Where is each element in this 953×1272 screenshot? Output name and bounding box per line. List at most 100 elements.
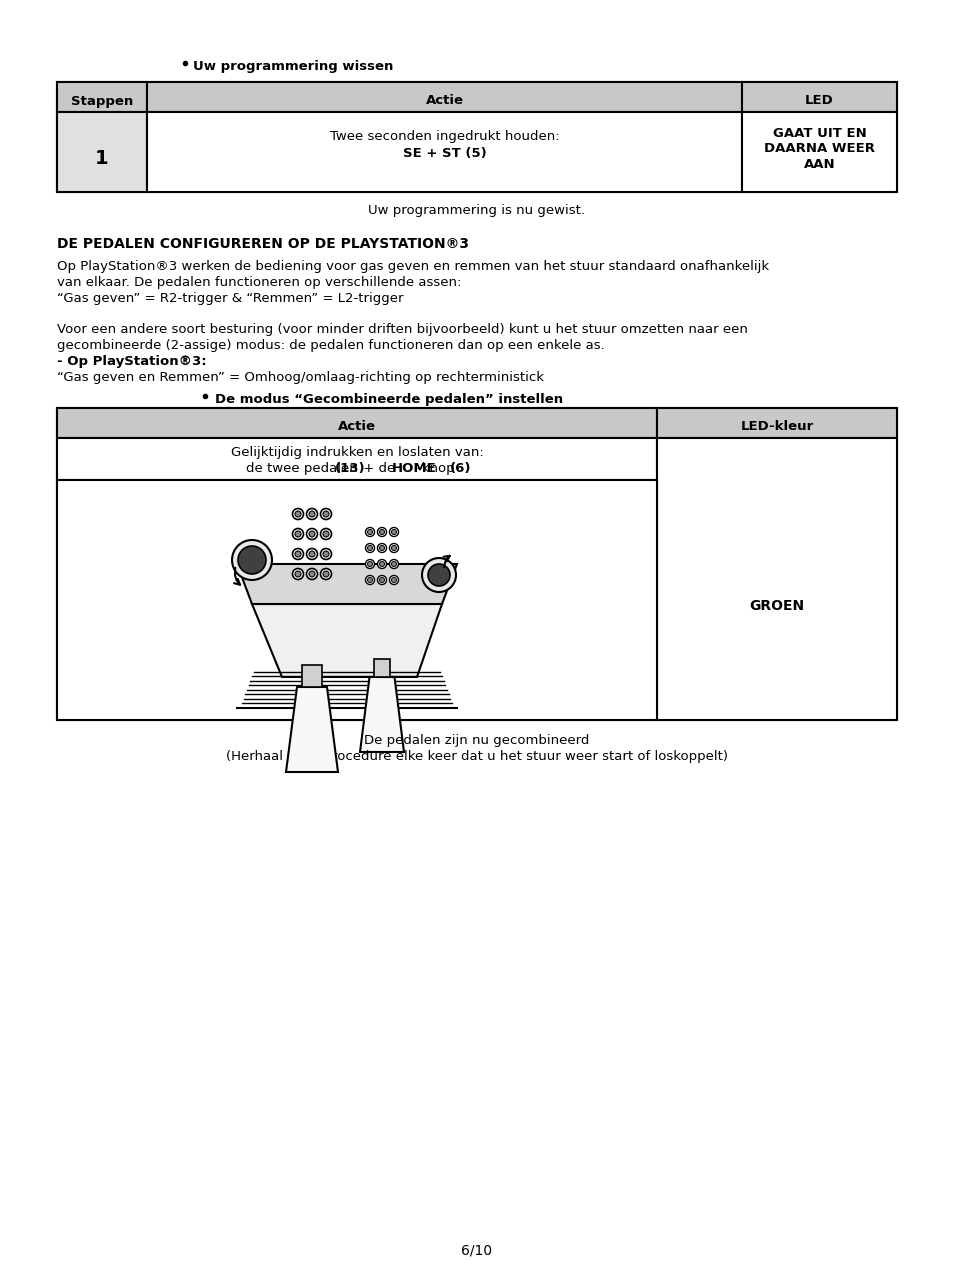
Circle shape xyxy=(294,530,301,537)
Text: Twee seconden ingedrukt houden:: Twee seconden ingedrukt houden: xyxy=(330,130,558,142)
Text: GAAT UIT EN: GAAT UIT EN xyxy=(772,127,865,140)
Circle shape xyxy=(391,529,396,534)
Text: - Op PlayStation®3:: - Op PlayStation®3: xyxy=(57,355,207,368)
Text: Actie: Actie xyxy=(337,421,375,434)
Circle shape xyxy=(306,528,317,539)
Text: 6/10: 6/10 xyxy=(461,1243,492,1257)
Text: Uw programmering is nu gewist.: Uw programmering is nu gewist. xyxy=(368,204,585,218)
Circle shape xyxy=(379,529,384,534)
Circle shape xyxy=(365,528,375,537)
Bar xyxy=(657,408,896,438)
Text: Gelijktijdig indrukken en loslaten van:: Gelijktijdig indrukken en loslaten van: xyxy=(231,446,483,459)
Text: 1: 1 xyxy=(95,149,109,168)
Circle shape xyxy=(309,511,314,516)
Bar xyxy=(57,408,657,438)
Text: gecombineerde (2-assige) modus: de pedalen functioneren dan op een enkele as.: gecombineerde (2-assige) modus: de pedal… xyxy=(57,340,604,352)
Circle shape xyxy=(365,560,375,569)
Polygon shape xyxy=(236,563,456,604)
Circle shape xyxy=(367,546,372,551)
Circle shape xyxy=(320,548,331,560)
Text: De pedalen zijn nu gecombineerd: De pedalen zijn nu gecombineerd xyxy=(364,734,589,747)
Text: GROEN: GROEN xyxy=(749,599,803,613)
Circle shape xyxy=(323,551,329,557)
Bar xyxy=(147,112,741,192)
Text: HOME: HOME xyxy=(392,462,436,474)
Circle shape xyxy=(391,577,396,583)
Circle shape xyxy=(293,569,303,580)
Bar xyxy=(741,112,896,192)
Text: SE + ST (5): SE + ST (5) xyxy=(402,148,486,160)
Circle shape xyxy=(428,563,450,586)
Polygon shape xyxy=(374,659,390,677)
Text: DAARNA WEER: DAARNA WEER xyxy=(763,142,874,155)
Text: Voor een andere soort besturing (voor minder driften bijvoorbeeld) kunt u het st: Voor een andere soort besturing (voor mi… xyxy=(57,323,747,336)
Circle shape xyxy=(294,511,301,516)
Text: -knop: -knop xyxy=(416,462,458,474)
Text: + de: + de xyxy=(358,462,399,474)
Circle shape xyxy=(323,571,329,577)
Bar xyxy=(57,438,657,480)
Circle shape xyxy=(379,561,384,566)
Circle shape xyxy=(389,575,398,585)
Circle shape xyxy=(365,543,375,552)
Bar xyxy=(741,81,896,112)
Text: de twee pedalen: de twee pedalen xyxy=(246,462,361,474)
Circle shape xyxy=(389,543,398,552)
Circle shape xyxy=(389,560,398,569)
Polygon shape xyxy=(359,677,403,752)
Circle shape xyxy=(379,577,384,583)
Text: LED-kleur: LED-kleur xyxy=(740,421,813,434)
Circle shape xyxy=(421,558,456,591)
Circle shape xyxy=(391,561,396,566)
Circle shape xyxy=(306,569,317,580)
Circle shape xyxy=(237,546,266,574)
Polygon shape xyxy=(302,665,322,687)
Circle shape xyxy=(320,528,331,539)
Text: Uw programmering wissen: Uw programmering wissen xyxy=(193,60,393,73)
Circle shape xyxy=(306,548,317,560)
Text: (Herhaal deze procedure elke keer dat u het stuur weer start of loskoppelt): (Herhaal deze procedure elke keer dat u … xyxy=(226,750,727,763)
Text: De modus “Gecombineerde pedalen” instellen: De modus “Gecombineerde pedalen” instell… xyxy=(214,393,562,406)
Circle shape xyxy=(294,551,301,557)
Text: (13): (13) xyxy=(335,462,365,474)
Text: AAN: AAN xyxy=(802,158,835,170)
Circle shape xyxy=(323,511,329,516)
Circle shape xyxy=(293,548,303,560)
Circle shape xyxy=(377,560,386,569)
Circle shape xyxy=(232,541,272,580)
Text: van elkaar. De pedalen functioneren op verschillende assen:: van elkaar. De pedalen functioneren op v… xyxy=(57,276,461,289)
Circle shape xyxy=(377,575,386,585)
Text: Actie: Actie xyxy=(425,94,463,108)
Circle shape xyxy=(294,571,301,577)
Polygon shape xyxy=(286,687,337,772)
Text: “Gas geven en Remmen” = Omhoog/omlaag-richting op rechterministick: “Gas geven en Remmen” = Omhoog/omlaag-ri… xyxy=(57,371,543,384)
Bar xyxy=(657,438,896,720)
Circle shape xyxy=(367,561,372,566)
Circle shape xyxy=(309,551,314,557)
Circle shape xyxy=(379,546,384,551)
Circle shape xyxy=(306,509,317,519)
Bar xyxy=(57,480,657,720)
Circle shape xyxy=(365,575,375,585)
Circle shape xyxy=(367,577,372,583)
Circle shape xyxy=(377,543,386,552)
Circle shape xyxy=(320,569,331,580)
Circle shape xyxy=(320,509,331,519)
Text: “Gas geven” = R2-trigger & “Remmen” = L2-trigger: “Gas geven” = R2-trigger & “Remmen” = L2… xyxy=(57,293,403,305)
Text: Op PlayStation®3 werken de bediening voor gas geven en remmen van het stuur stan: Op PlayStation®3 werken de bediening voo… xyxy=(57,259,768,273)
Text: (6): (6) xyxy=(450,462,471,474)
Text: LED: LED xyxy=(804,94,833,108)
Bar xyxy=(147,81,741,112)
Bar xyxy=(57,81,896,192)
Circle shape xyxy=(293,528,303,539)
Text: DE PEDALEN CONFIGUREREN OP DE PLAYSTATION®3: DE PEDALEN CONFIGUREREN OP DE PLAYSTATIO… xyxy=(57,237,469,251)
Bar xyxy=(57,408,896,720)
Circle shape xyxy=(323,530,329,537)
Circle shape xyxy=(377,528,386,537)
Text: Stappen: Stappen xyxy=(71,94,133,108)
Circle shape xyxy=(309,530,314,537)
Circle shape xyxy=(309,571,314,577)
Bar xyxy=(57,112,147,192)
Circle shape xyxy=(293,509,303,519)
Circle shape xyxy=(391,546,396,551)
